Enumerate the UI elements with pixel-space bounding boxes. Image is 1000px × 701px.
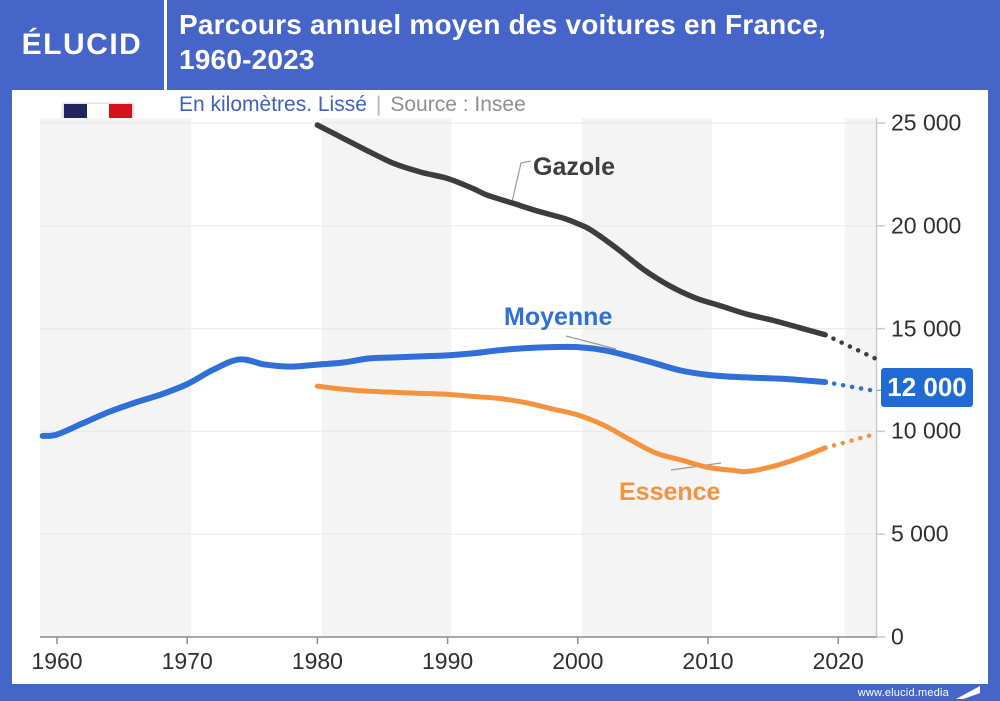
y-tick-label: 15 000 <box>891 315 962 342</box>
highlight-value-badge: 12 000 <box>881 368 973 407</box>
x-tick-label: 1980 <box>291 648 343 674</box>
decade-bands <box>40 118 877 637</box>
banner-divider <box>164 0 167 90</box>
x-tick-label: 2000 <box>552 648 604 674</box>
y-tick-label: 20 000 <box>891 212 962 239</box>
series-label-gazole: Gazole <box>533 153 615 181</box>
y-tick-label: 10 000 <box>891 417 962 444</box>
title-line-2: 1960-2023 <box>179 44 315 75</box>
x-tick-label: 2010 <box>682 648 734 674</box>
series-line-moyenne <box>39 343 880 439</box>
gridlines <box>40 122 877 535</box>
left-border <box>0 90 12 684</box>
y-tick-label: 25 000 <box>891 109 962 136</box>
series-label-essence: Essence <box>619 478 721 506</box>
title-line-1: Parcours annuel moyen des voitures en Fr… <box>179 9 826 40</box>
x-tick-label: 1990 <box>422 648 474 674</box>
y-tick-label: 0 <box>891 623 904 650</box>
page-title: Parcours annuel moyen des voitures en Fr… <box>179 7 826 77</box>
y-tick-label: 5 000 <box>891 520 949 547</box>
footer-bar: www.elucid.media <box>0 684 1000 701</box>
series-line-gazole <box>314 122 880 362</box>
header-banner: ÉLUCID Parcours annuel moyen des voiture… <box>0 0 1000 90</box>
axes <box>40 118 885 644</box>
x-tick-label: 2020 <box>812 648 864 674</box>
elucid-flag-icon <box>956 686 980 699</box>
series-line-essence <box>314 383 880 475</box>
elucid-logo-text: ÉLUCID <box>21 28 143 61</box>
subtitle-separator: | <box>375 93 382 116</box>
elucid-logo: ÉLUCID <box>0 0 164 90</box>
right-border <box>988 90 1000 684</box>
x-tick-label: 1970 <box>161 648 213 674</box>
footer-url: www.elucid.media <box>857 686 949 699</box>
unit-label: En kilomètres. Lissé <box>179 93 367 116</box>
series-label-moyenne: Moyenne <box>504 303 613 331</box>
chart-subtitle: En kilomètres. Lissé | Source : Insee <box>179 93 526 117</box>
x-tick-label: 1960 <box>31 648 83 674</box>
source-label: Source : Insee <box>390 93 526 116</box>
